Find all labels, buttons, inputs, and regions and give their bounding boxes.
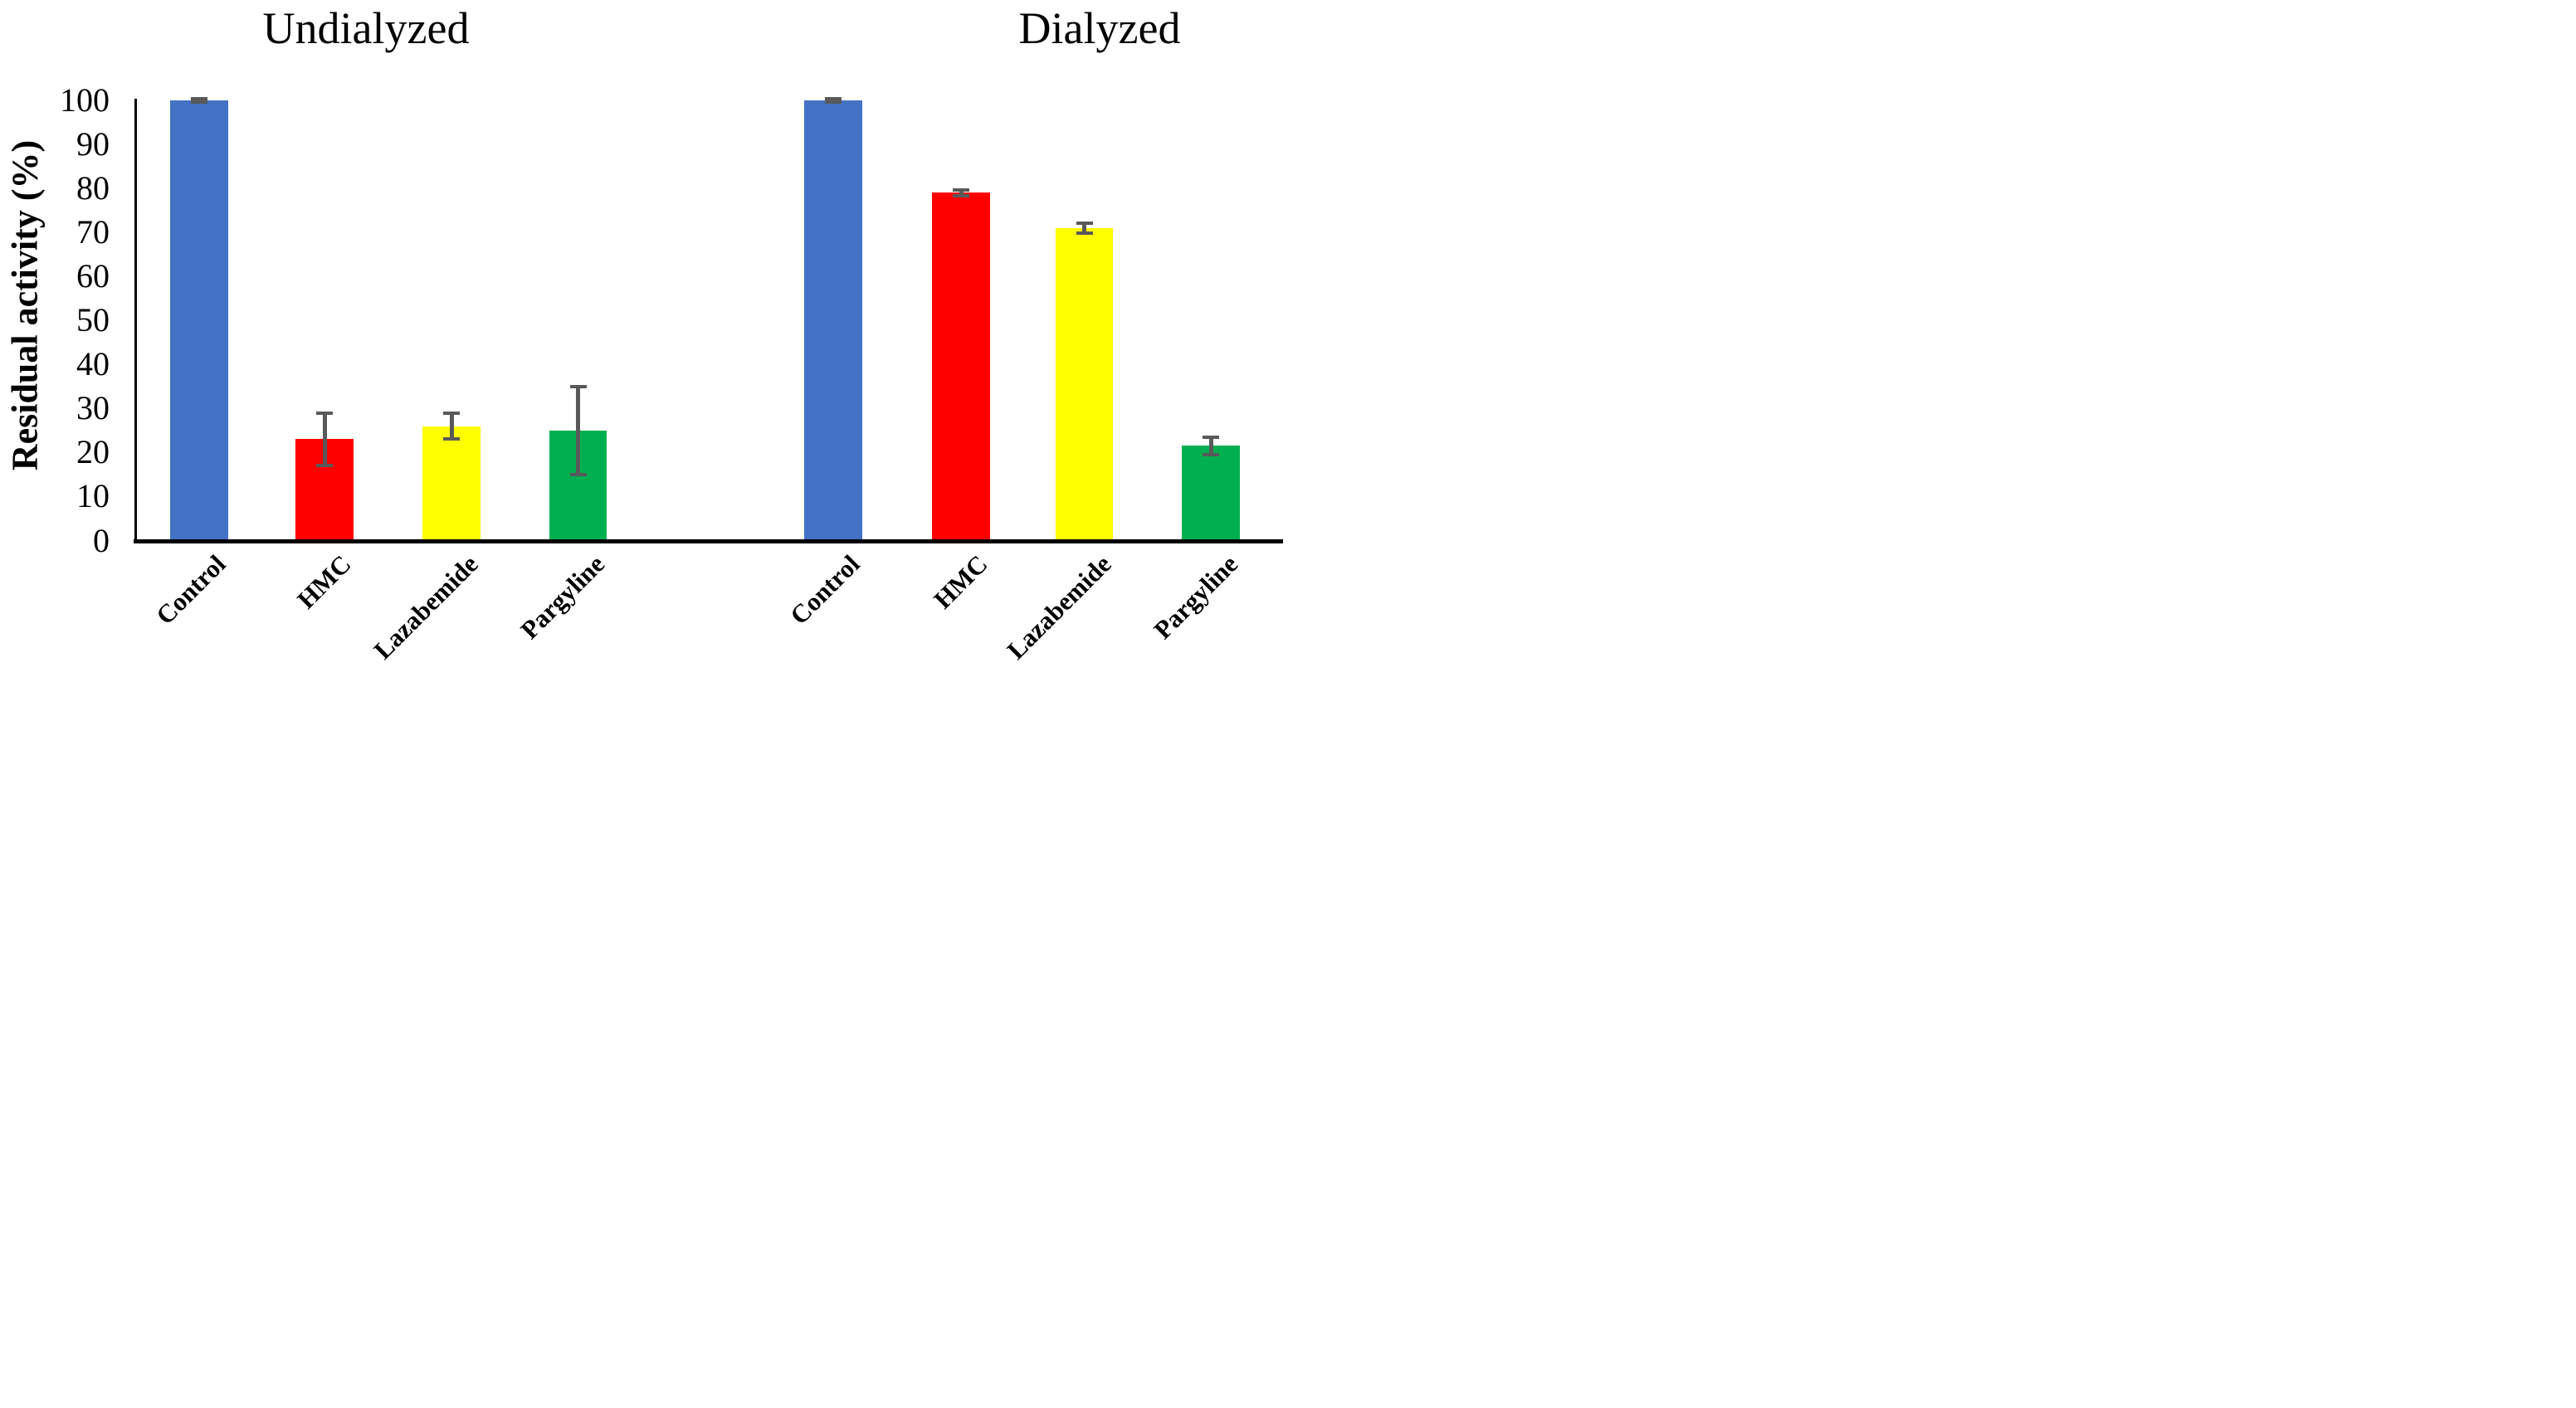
category-label-undialyzed-hmc: HMC xyxy=(291,549,357,615)
error-bar-cap-top-dialyzed-lazabemide xyxy=(1076,222,1093,225)
error-bar-cap-bottom-undialyzed-pargyline xyxy=(569,472,587,476)
error-bar-line-dialyzed-hmc xyxy=(959,190,964,196)
error-bar-cap-top-undialyzed-lazabemide xyxy=(443,411,460,415)
bar-dialyzed-pargyline xyxy=(1182,446,1240,541)
y-tick-label: 70 xyxy=(76,213,110,251)
error-bar-cap-bottom-dialyzed-hmc xyxy=(953,193,969,197)
error-bar-line-undialyzed-hmc xyxy=(322,412,327,466)
error-bar-line-undialyzed-lazabemide xyxy=(449,412,454,440)
error-bar-line-undialyzed-pargyline xyxy=(576,386,580,475)
error-bar-line-undialyzed-control xyxy=(197,98,202,103)
category-label-dialyzed-lazabemide: Lazabemide xyxy=(1001,549,1117,665)
error-bar-line-dialyzed-pargyline xyxy=(1208,437,1213,455)
bar-dialyzed-hmc xyxy=(932,192,990,541)
y-tick-label: 90 xyxy=(76,125,110,163)
y-tick-label: 50 xyxy=(76,301,110,339)
error-bar-cap-bottom-undialyzed-lazabemide xyxy=(443,437,460,441)
group-title-dialyzed: Dialyzed xyxy=(1018,3,1181,53)
error-bar-cap-top-dialyzed-hmc xyxy=(953,188,969,192)
group-title-undialyzed: Undialyzed xyxy=(262,3,470,53)
category-label-dialyzed-hmc: HMC xyxy=(928,549,993,615)
bar-undialyzed-lazabemide xyxy=(422,426,481,541)
category-label-dialyzed-pargyline: Pargyline xyxy=(1147,549,1243,645)
y-tick-label: 30 xyxy=(76,389,110,427)
y-tick-label: 20 xyxy=(76,433,110,471)
category-label-undialyzed-pargyline: Pargyline xyxy=(515,549,611,645)
error-bar-cap-bottom-dialyzed-lazabemide xyxy=(1076,231,1093,236)
bar-chart: Residual activity (%) Undialyzed Dialyze… xyxy=(0,0,1288,704)
category-label-undialyzed-lazabemide: Lazabemide xyxy=(368,549,484,665)
category-label-dialyzed-control: Control xyxy=(784,549,866,631)
y-tick-label: 80 xyxy=(76,169,110,207)
bar-dialyzed-control xyxy=(804,100,862,541)
error-bar-cap-top-dialyzed-control xyxy=(825,96,842,100)
error-bar-line-dialyzed-lazabemide xyxy=(1082,223,1086,234)
error-bar-cap-top-undialyzed-control xyxy=(191,96,207,100)
error-bar-cap-bottom-undialyzed-control xyxy=(191,100,207,105)
error-bar-cap-top-dialyzed-pargyline xyxy=(1203,436,1219,440)
y-tick-label: 40 xyxy=(76,345,110,383)
x-axis-line xyxy=(134,539,1283,543)
error-bar-cap-bottom-dialyzed-pargyline xyxy=(1203,452,1219,456)
y-tick-label: 0 xyxy=(93,521,110,559)
y-tick-label: 100 xyxy=(60,81,110,119)
error-bar-cap-bottom-undialyzed-hmc xyxy=(316,464,333,468)
y-tick-label: 60 xyxy=(76,257,110,295)
error-bar-cap-bottom-dialyzed-control xyxy=(825,100,842,105)
error-bar-line-dialyzed-control xyxy=(831,98,836,103)
category-label-undialyzed-control: Control xyxy=(150,549,232,631)
y-tick-label: 10 xyxy=(76,477,110,515)
bar-undialyzed-control xyxy=(170,100,228,541)
error-bar-cap-top-undialyzed-hmc xyxy=(316,411,333,415)
bar-dialyzed-lazabemide xyxy=(1055,227,1114,541)
y-axis-line xyxy=(134,99,137,543)
error-bar-cap-top-undialyzed-pargyline xyxy=(569,384,587,388)
